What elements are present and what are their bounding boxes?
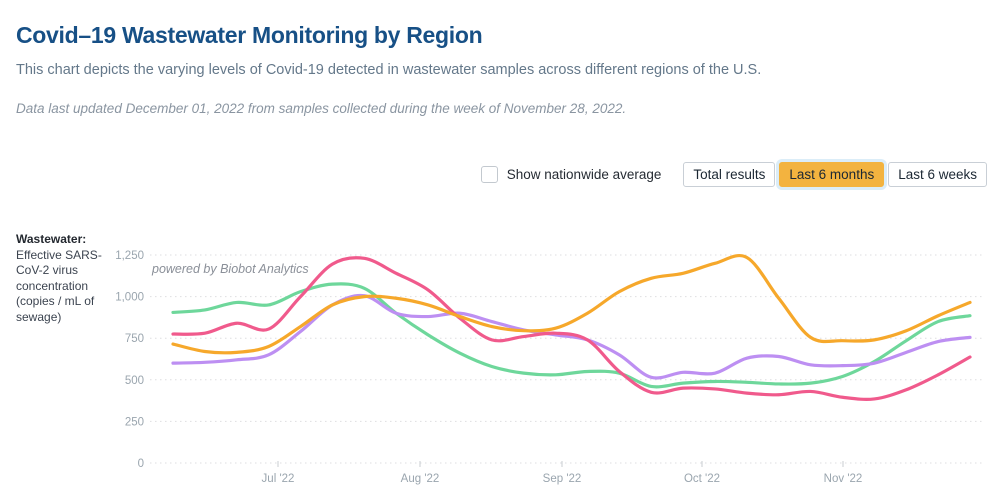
- checkbox-label: Show nationwide average: [506, 166, 662, 182]
- y-tick-label: 1,250: [115, 250, 144, 262]
- y-tick-label: 750: [125, 333, 144, 345]
- y-tick-label: 1,000: [115, 292, 144, 304]
- green-region-line[interactable]: [171, 282, 972, 389]
- chart-controls: Show nationwide average Total results La…: [480, 161, 987, 187]
- data-updated-note: Data last updated December 01, 2022 from…: [16, 101, 627, 116]
- nationwide-average-toggle[interactable]: Show nationwide average: [480, 165, 662, 183]
- y-tick-label: 250: [125, 416, 144, 428]
- y-tick-label: 0: [138, 458, 144, 470]
- y-axis-title-heading: Wastewater:: [16, 232, 87, 246]
- y-tick-label: 500: [125, 375, 144, 387]
- purple-region-line[interactable]: [171, 293, 972, 380]
- total-results-button[interactable]: Total results: [683, 161, 776, 187]
- page-subtitle: This chart depicts the varying levels of…: [16, 62, 762, 78]
- last-6-months-button[interactable]: Last 6 months: [779, 161, 885, 187]
- checkbox-icon[interactable]: [480, 165, 498, 183]
- page-title: Covid–19 Wastewater Monitoring by Region: [16, 22, 483, 48]
- x-tick-label: Oct '22: [684, 473, 720, 485]
- last-6-weeks-button[interactable]: Last 6 weeks: [888, 161, 987, 187]
- x-tick-label: Nov '22: [824, 473, 863, 485]
- time-range-button-group: Total results Last 6 months Last 6 weeks: [679, 161, 987, 187]
- orange-region-line[interactable]: [171, 253, 972, 355]
- x-tick-label: Aug '22: [401, 473, 440, 485]
- wastewater-line-chart[interactable]: 0 250 500 750 1,000 1,250 Jul '22 Aug '22 Sep '2…: [110, 240, 990, 504]
- x-tick-label: Jul '22: [262, 473, 295, 485]
- y-axis-title-body: Effective SARS-CoV-2 virus concentration…: [16, 247, 102, 324]
- pink-region-line[interactable]: [171, 256, 972, 401]
- y-axis-title: Wastewater: Effective SARS-CoV-2 virus c…: [16, 232, 110, 325]
- x-tick-label: Sep '22: [543, 473, 582, 485]
- biobot-watermark: powered by Biobot Analytics: [151, 262, 309, 276]
